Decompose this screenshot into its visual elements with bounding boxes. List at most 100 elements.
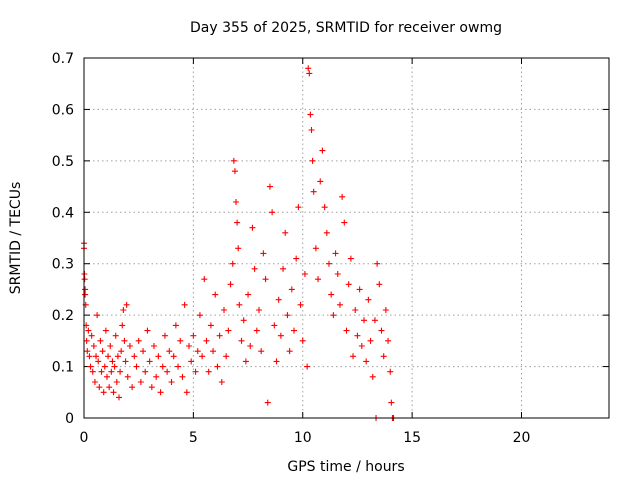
- data-point: [161, 332, 168, 339]
- data-point: [90, 343, 97, 349]
- ticks: 0 0.1 0.2 0.3 0.4 0.5 0.6 0.7 0 5 10 15 20: [52, 51, 609, 446]
- data-point: [103, 373, 110, 380]
- data-point: [168, 379, 175, 385]
- data-point: [315, 276, 322, 283]
- y-tick-label: 0: [65, 411, 74, 427]
- data-point: [371, 317, 378, 324]
- data-point: [305, 65, 312, 72]
- x-tick-label: 0: [80, 430, 89, 446]
- data-point: [231, 168, 238, 175]
- data-point: [91, 379, 98, 385]
- data-point: [269, 209, 276, 216]
- data-point: [221, 307, 227, 313]
- y-axis-label: SRMTID / TECUs: [8, 182, 24, 295]
- data-point: [108, 368, 115, 375]
- y-tick-label: 0.2: [52, 308, 74, 324]
- data-point: [249, 224, 256, 231]
- data-point: [170, 353, 177, 360]
- data-point: [295, 204, 302, 211]
- x-tick-label: 5: [189, 430, 198, 446]
- data-point: [236, 301, 243, 308]
- data-point: [317, 178, 324, 185]
- data-point: [365, 296, 372, 303]
- data-point: [183, 389, 190, 396]
- x-axis-label: GPS time / hours: [287, 459, 404, 475]
- data-point: [83, 337, 90, 344]
- data-point: [321, 204, 328, 211]
- data-point: [192, 368, 199, 375]
- data-point: [332, 250, 339, 257]
- data-point: [112, 332, 119, 339]
- data-point: [172, 322, 179, 329]
- data-point: [151, 343, 157, 349]
- grid: [84, 58, 609, 418]
- data-point: [111, 363, 118, 370]
- data-point: [114, 353, 121, 360]
- data-point: [253, 327, 260, 334]
- data-point: [99, 348, 106, 355]
- data-point: [297, 301, 304, 308]
- data-point: [319, 147, 326, 154]
- data-point: [291, 327, 297, 334]
- data-point: [233, 199, 240, 205]
- data-point: [277, 332, 284, 339]
- data-point: [140, 348, 147, 355]
- data-point: [201, 276, 208, 283]
- data-point: [307, 111, 314, 118]
- data-point: [385, 337, 392, 344]
- data-point: [82, 291, 89, 298]
- data-point: [94, 312, 101, 319]
- data-point: [153, 373, 160, 380]
- data-point: [120, 307, 127, 313]
- y-tick-label: 0.6: [52, 102, 74, 118]
- data-point: [350, 353, 357, 360]
- data-point: [212, 291, 219, 298]
- data-point: [299, 337, 306, 344]
- data-point: [363, 358, 370, 365]
- data-point: [98, 368, 105, 375]
- data-point: [367, 337, 374, 344]
- data-point: [218, 379, 225, 385]
- data-point: [262, 276, 269, 283]
- data-point: [137, 379, 144, 385]
- data-point: [358, 343, 365, 349]
- data-point: [131, 353, 138, 360]
- data-point: [179, 373, 186, 380]
- y-tick-label: 0.5: [52, 154, 74, 170]
- data-point: [97, 337, 104, 344]
- data-point: [85, 327, 92, 334]
- data-point: [282, 229, 289, 236]
- data-point: [81, 276, 88, 283]
- data-point: [196, 312, 203, 319]
- data-point: [312, 245, 319, 252]
- data-point: [116, 394, 122, 401]
- data-point: [304, 363, 311, 370]
- data-point: [214, 363, 221, 370]
- data-point: [194, 348, 201, 355]
- data-point: [95, 358, 102, 365]
- data-point: [382, 307, 389, 313]
- data-point: [82, 286, 89, 293]
- data-point: [207, 322, 214, 329]
- data-point: [235, 245, 242, 252]
- data-point: [256, 307, 262, 313]
- data-point: [380, 353, 387, 360]
- y-tick-label: 0.3: [52, 257, 74, 273]
- data-point: [388, 399, 395, 406]
- data-point: [356, 286, 363, 293]
- data-point: [110, 389, 117, 396]
- x-tick-label: 15: [403, 430, 421, 446]
- data-point: [135, 337, 142, 344]
- y-tick-label: 0.4: [52, 205, 74, 221]
- data-point: [142, 368, 149, 375]
- data-point: [374, 260, 381, 267]
- data-point: [309, 157, 316, 164]
- data-point: [203, 337, 210, 344]
- data-point: [88, 332, 95, 339]
- data-point: [107, 343, 114, 349]
- data-point: [323, 229, 330, 236]
- data-point: [181, 301, 188, 308]
- data-point: [89, 368, 96, 375]
- data-point: [159, 363, 166, 370]
- data-point: [387, 368, 394, 375]
